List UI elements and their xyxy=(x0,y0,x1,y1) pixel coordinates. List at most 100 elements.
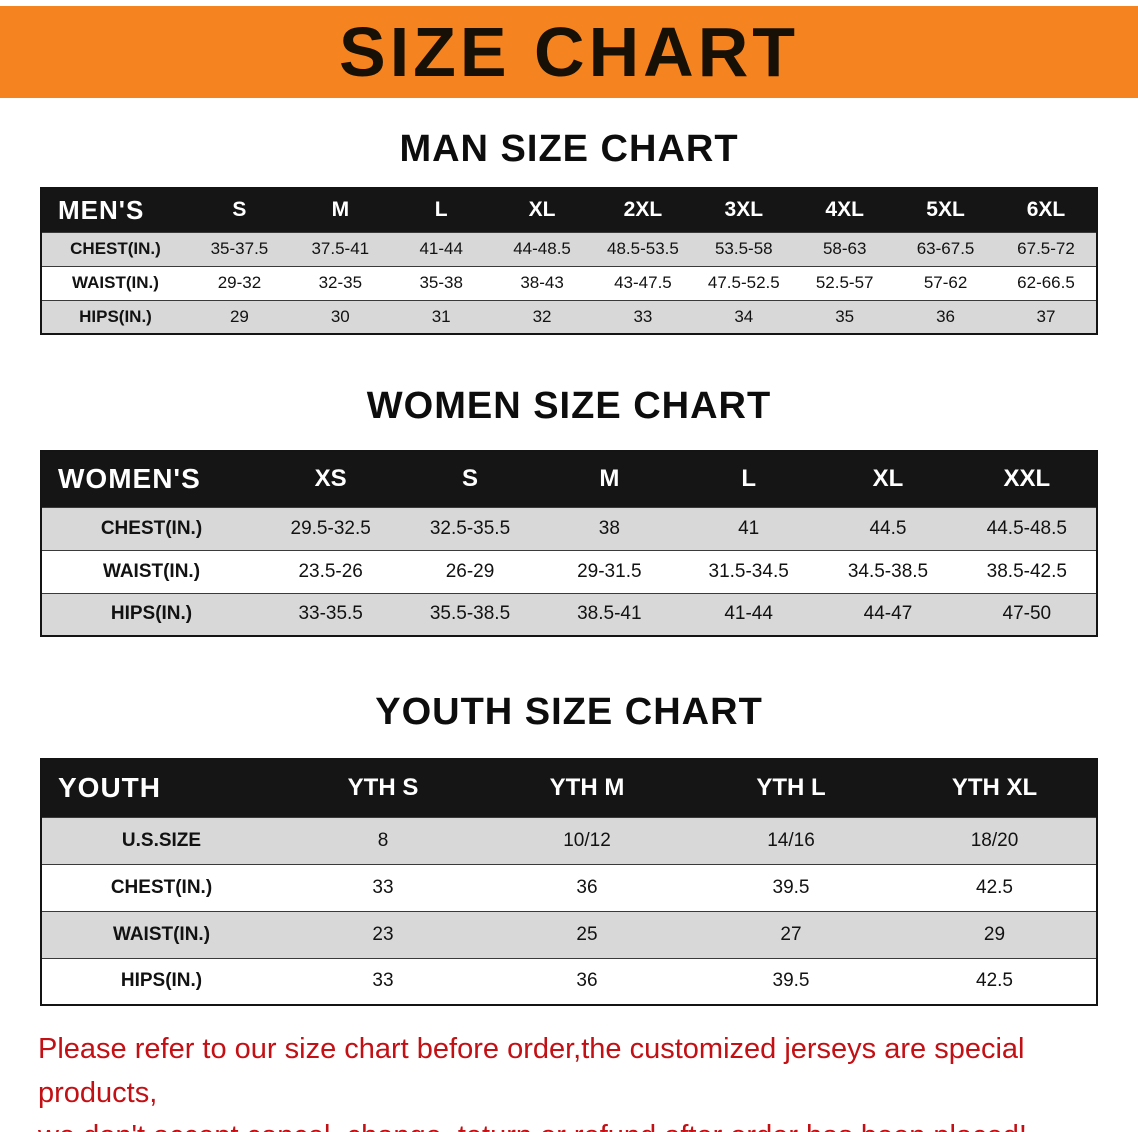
women-section-heading: WOMEN SIZE CHART xyxy=(366,385,772,427)
size-column-header: YTH XL xyxy=(893,759,1097,817)
title-banner: SIZE CHART xyxy=(0,6,1138,98)
size-value-cell: 18/20 xyxy=(970,829,1019,851)
table-name-header: MEN'S xyxy=(41,188,189,232)
size-value-cell: 23 xyxy=(372,923,394,945)
size-value-cell: 37 xyxy=(1036,306,1056,326)
size-value-cell: 39.5 xyxy=(772,970,810,992)
size-value-cell: 35-38 xyxy=(419,273,463,292)
measurement-row: CHEST(IN.) 29.5-32.5 32.5-35.5 38 41 44.5 44.5… xyxy=(41,507,1097,550)
measurement-label: WAIST(IN.) xyxy=(102,560,201,582)
table-name-header: WOMEN'S xyxy=(41,451,261,507)
size-value-cell: 29-32 xyxy=(217,273,262,292)
size-chart-page: SIZE CHART MAN SIZE CHART MEN'S S M L XL 2XL 3… xyxy=(0,6,1138,1132)
size-value-cell: 38.5-42.5 xyxy=(986,560,1067,582)
size-value-cell: 39.5 xyxy=(772,876,810,898)
size-value-cell: 34.5-38.5 xyxy=(847,560,929,582)
size-value-cell: 29.5-32.5 xyxy=(290,517,371,539)
measurement-label: CHEST(IN.) xyxy=(100,517,203,539)
size-value-cell: 10/12 xyxy=(563,829,611,851)
page-title: SIZE CHART xyxy=(339,13,799,91)
size-value-cell: 29-31.5 xyxy=(577,560,642,582)
size-value-cell: 38.5-41 xyxy=(577,603,642,625)
measurement-row: WAIST(IN.) 29-32 32-35 35-38 38-43 43-47.5 47.… xyxy=(41,266,1097,300)
size-value-cell: 33 xyxy=(372,876,394,898)
measurement-label: HIPS(IN.) xyxy=(120,970,203,992)
size-value-cell: 31.5-34.5 xyxy=(708,560,789,582)
size-column-header: 3XL xyxy=(693,188,795,232)
size-value-cell: 34 xyxy=(734,306,754,326)
measurement-row: HIPS(IN.) 29 30 31 32 33 34 35 36 37 xyxy=(41,300,1097,334)
men-size-section: MAN SIZE CHART MEN'S S M L XL 2XL 3XL 4XL 5XL 6XL… xyxy=(0,128,1138,335)
measurement-label: U.S.SIZE xyxy=(121,829,202,851)
measurement-label: HIPS(IN.) xyxy=(110,603,193,625)
size-value-cell: 44.5-48.5 xyxy=(986,517,1067,539)
size-column-header: M xyxy=(539,451,679,507)
size-value-cell: 8 xyxy=(377,829,389,851)
size-value-cell: 36 xyxy=(576,876,598,898)
size-value-cell: 26-29 xyxy=(445,560,495,582)
measurement-label: WAIST(IN.) xyxy=(72,273,159,292)
measurement-label: WAIST(IN.) xyxy=(112,923,211,945)
size-value-cell: 32 xyxy=(532,306,552,326)
size-column-header: YTH M xyxy=(485,759,689,817)
size-value-cell: 57-62 xyxy=(923,273,968,292)
size-value-cell: 38 xyxy=(598,517,620,539)
size-column-header: L xyxy=(390,188,492,232)
size-table-header-row: MEN'S S M L XL 2XL 3XL 4XL 5XL 6XL xyxy=(41,188,1097,232)
size-column-header: S xyxy=(189,188,290,232)
size-value-cell: 41-44 xyxy=(419,239,463,258)
size-value-cell: 25 xyxy=(576,923,598,945)
size-value-cell: 31 xyxy=(431,306,451,326)
size-value-cell: 43-47.5 xyxy=(614,273,672,292)
size-value-cell: 27 xyxy=(780,923,802,945)
size-table-header-row: YOUTH YTH S YTH M YTH L YTH XL xyxy=(41,759,1097,817)
women-size-section: WOMEN SIZE CHART WOMEN'S XS S M L XL XXL CHEST(… xyxy=(0,385,1138,637)
size-column-header: 5XL xyxy=(895,188,996,232)
measurement-row: U.S.SIZE 8 10/12 14/16 18/20 xyxy=(41,817,1097,864)
size-value-cell: 62-66.5 xyxy=(1017,273,1075,292)
size-value-cell: 44-47 xyxy=(863,603,913,625)
size-value-cell: 47-50 xyxy=(1002,603,1052,625)
size-value-cell: 14/16 xyxy=(767,829,815,851)
size-value-cell: 35.5-38.5 xyxy=(429,603,511,625)
size-value-cell: 42.5 xyxy=(976,970,1013,992)
size-value-cell: 30 xyxy=(330,306,350,326)
size-column-header: 2XL xyxy=(592,188,694,232)
size-value-cell: 48.5-53.5 xyxy=(607,239,679,258)
size-value-cell: 53.5-58 xyxy=(714,239,773,258)
size-column-header: 6XL xyxy=(996,188,1097,232)
women-size-table: WOMEN'S XS S M L XL XXL CHEST(IN.) 29.5-32.5 32.5… xyxy=(40,450,1098,637)
size-value-cell: 44.5 xyxy=(869,517,907,539)
youth-size-table: YOUTH YTH S YTH M YTH L YTH XL U.S.SIZE 8 10/12… xyxy=(40,758,1098,1006)
size-value-cell: 35 xyxy=(835,306,855,326)
disclaimer-line-2: we don't accept cancel, change, teturn o… xyxy=(38,1115,1100,1132)
size-column-header: 4XL xyxy=(794,188,896,232)
measurement-row: CHEST(IN.) 33 36 39.5 42.5 xyxy=(41,864,1097,911)
size-value-cell: 44-48.5 xyxy=(513,239,571,258)
size-value-cell: 63-67.5 xyxy=(916,239,975,258)
size-column-header: YTH L xyxy=(689,759,893,817)
size-value-cell: 42.5 xyxy=(976,876,1013,898)
size-value-cell: 32.5-35.5 xyxy=(429,517,511,539)
size-value-cell: 33 xyxy=(372,970,394,992)
size-value-cell: 32-35 xyxy=(318,273,363,292)
measurement-label: CHEST(IN.) xyxy=(110,876,213,898)
size-value-cell: 38-43 xyxy=(520,273,564,292)
youth-section-heading: YOUTH SIZE CHART xyxy=(375,691,763,733)
measurement-row: WAIST(IN.) 23 25 27 29 xyxy=(41,911,1097,958)
table-name-header: YOUTH xyxy=(41,759,281,817)
size-value-cell: 33 xyxy=(633,306,653,326)
size-value-cell: 52.5-57 xyxy=(815,273,874,292)
measurement-row: CHEST(IN.) 35-37.5 37.5-41 41-44 44-48.5 48.5… xyxy=(41,232,1097,266)
size-value-cell: 58-63 xyxy=(822,239,867,258)
disclaimer-line-1: Please refer to our size chart before or… xyxy=(38,1033,1025,1109)
size-value-cell: 67.5-72 xyxy=(1017,239,1075,258)
men-size-table: MEN'S S M L XL 2XL 3XL 4XL 5XL 6XL CHEST(IN.) 35-37… xyxy=(40,187,1098,335)
size-value-cell: 29 xyxy=(229,306,249,326)
size-column-header: S xyxy=(400,451,540,507)
size-value-cell: 29 xyxy=(983,923,1006,945)
size-value-cell: 36 xyxy=(936,306,956,326)
size-value-cell: 41 xyxy=(738,517,760,539)
size-value-cell: 35-37.5 xyxy=(210,239,269,258)
size-column-header: XL xyxy=(491,188,593,232)
